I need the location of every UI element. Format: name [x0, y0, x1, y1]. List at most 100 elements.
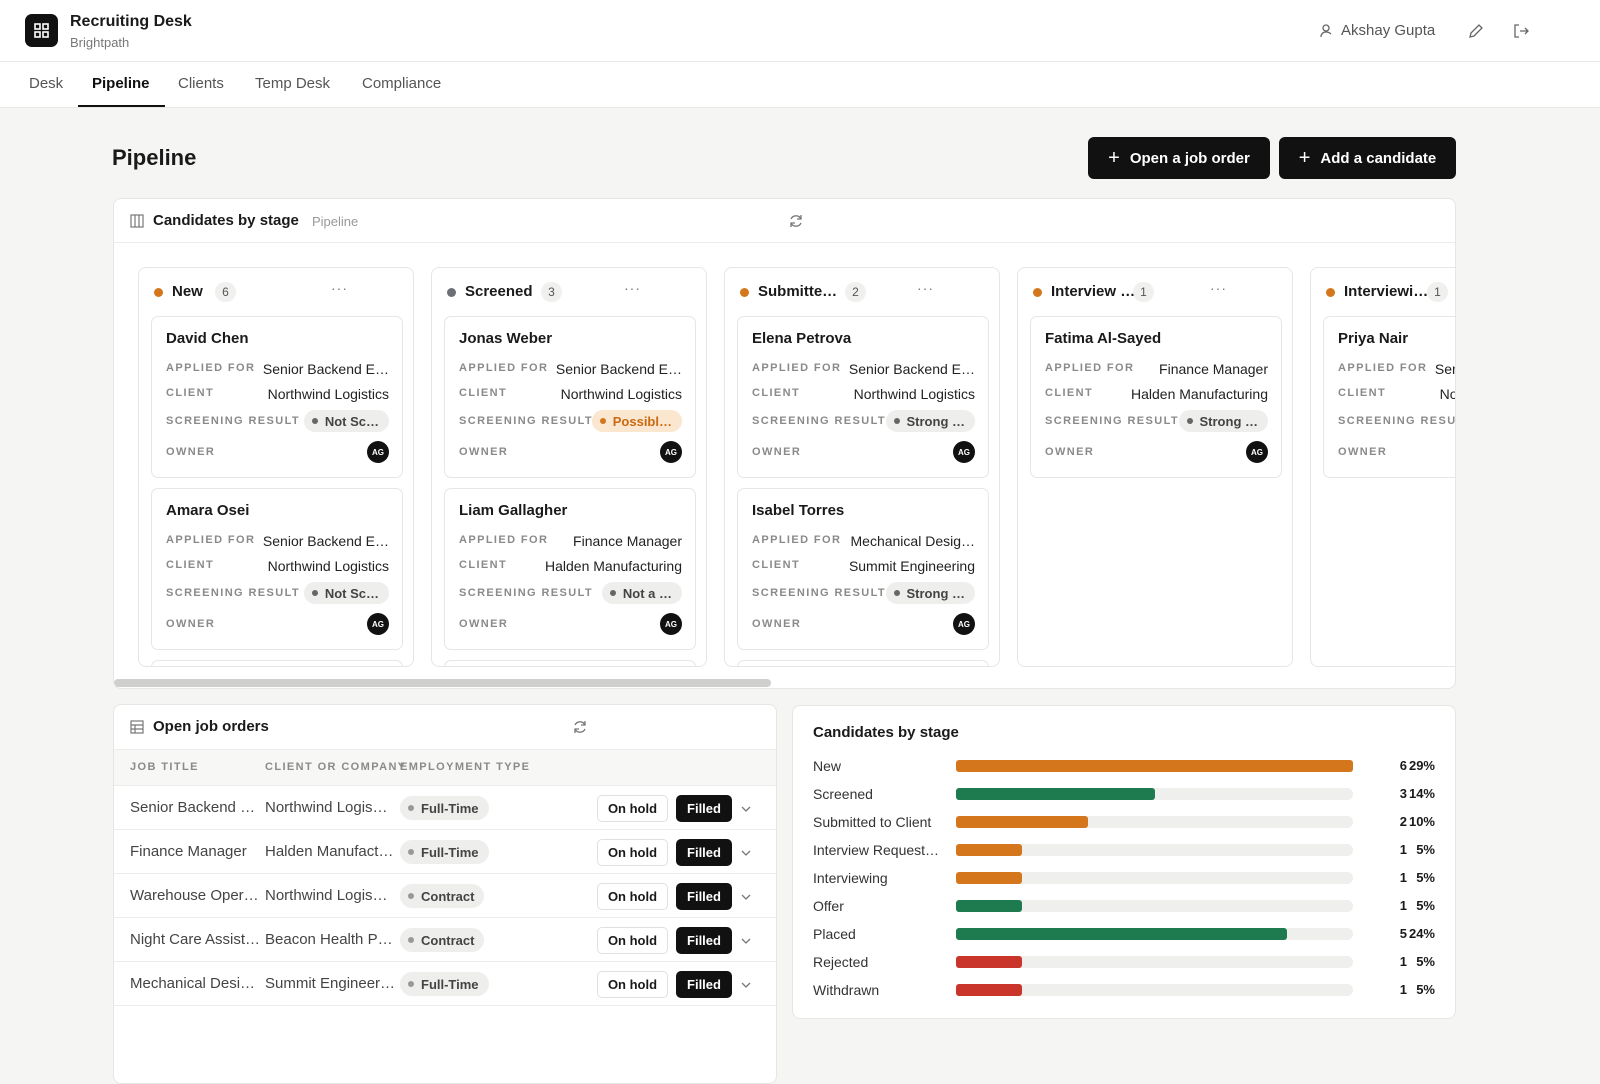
- candidate-name: Priya Nair: [1338, 330, 1409, 347]
- stage-label: Submitted to Client: [813, 814, 932, 830]
- filled-button[interactable]: Filled: [676, 795, 732, 822]
- candidate-card[interactable]: Priya Nair APPLIED FOR CLIENT SCREENING RES…: [1323, 316, 1456, 478]
- column-header: EMPLOYMENT TYPE: [400, 761, 531, 773]
- app-logo[interactable]: [25, 14, 58, 47]
- on-hold-button[interactable]: On hold: [597, 971, 668, 998]
- row-expand[interactable]: [740, 846, 752, 856]
- nav-tab[interactable]: Clients: [178, 75, 224, 92]
- count-label: 6: [1399, 758, 1407, 773]
- field-label: CLIENT: [752, 559, 801, 571]
- job-orders-title: Open job orders: [153, 718, 269, 735]
- count-label: 1: [1399, 898, 1407, 913]
- candidate-card[interactable]: Jonas Weber APPLIED FOR CLIENT SCREENING RE…: [444, 316, 696, 478]
- on-hold-button[interactable]: On hold: [597, 839, 668, 866]
- field-label: APPLIED FOR: [166, 534, 256, 546]
- candidate-card[interactable]: David Chen APPLIED FOR CLIENT SCREENING RES…: [151, 316, 403, 478]
- column-menu[interactable]: ···: [1210, 280, 1227, 296]
- candidate-card[interactable]: Fatima Al-Sayed APPLIED FOR CLIENT SCREENIN…: [1030, 316, 1282, 478]
- refresh-button[interactable]: [788, 213, 804, 229]
- filled-button[interactable]: Filled: [676, 927, 732, 954]
- row-expand[interactable]: [740, 934, 752, 944]
- top-bar: Recruiting Desk Brightpath Akshay Gupta: [0, 0, 1600, 62]
- applied-for: Senior Backend E…: [262, 361, 389, 377]
- on-hold-button[interactable]: On hold: [597, 927, 668, 954]
- client-name: Summit Engineer…: [265, 975, 396, 992]
- filled-button[interactable]: Filled: [676, 839, 732, 866]
- field-label: SCREENING RESULT: [1338, 415, 1456, 427]
- stage-column: Screened 3 ··· Jonas Weber APPLIED FOR CLIENT…: [431, 267, 707, 667]
- count-label: 3: [1399, 786, 1407, 801]
- stage-label: Placed: [813, 926, 856, 942]
- type-label: Full-Time: [421, 976, 479, 992]
- bar: [956, 900, 1023, 912]
- table-row[interactable]: [114, 918, 776, 962]
- screening-badge: Not Sc…: [303, 582, 389, 604]
- on-hold-button[interactable]: On hold: [597, 795, 668, 822]
- badge-dot: [599, 418, 606, 424]
- owner-avatar: AG: [660, 441, 682, 463]
- job-title: Mechanical Desi…: [130, 975, 256, 992]
- nav-tab[interactable]: Desk: [29, 75, 64, 92]
- stage-label: New: [813, 758, 842, 774]
- bar: [956, 760, 1353, 772]
- page-title: Pipeline: [112, 145, 197, 170]
- candidate-card[interactable]: Amara Osei APPLIED FOR CLIENT SCREENING RES…: [151, 488, 403, 650]
- board-title: Candidates by stage: [153, 212, 299, 229]
- count-label: 5: [1399, 926, 1407, 941]
- bar-track: [956, 872, 1353, 884]
- table-icon: [130, 720, 144, 734]
- candidate-card[interactable]: Isabel Torres APPLIED FOR CLIENT SCREENING …: [737, 488, 989, 650]
- candidate-name: Fatima Al-Sayed: [1045, 330, 1162, 347]
- employment-type: Full-Time: [400, 796, 489, 820]
- logout-button[interactable]: [1512, 22, 1530, 40]
- table-row[interactable]: [114, 830, 776, 874]
- candidate-name: Amara Osei: [166, 502, 250, 519]
- table-row[interactable]: [114, 786, 776, 830]
- filled-button[interactable]: Filled: [676, 971, 732, 998]
- row-expand[interactable]: [740, 890, 752, 900]
- screening-badge: Strong …: [1178, 410, 1268, 432]
- nav-tab[interactable]: Temp Desk: [255, 75, 331, 92]
- field-label: SCREENING RESULT: [459, 587, 594, 599]
- screening-result: Not a …: [622, 585, 672, 601]
- row-expand[interactable]: [740, 802, 752, 812]
- candidate-card[interactable]: Elena Petrova APPLIED FOR CLIENT SCREENING …: [737, 316, 989, 478]
- bar-track: [956, 844, 1353, 856]
- row-expand[interactable]: [740, 978, 752, 988]
- badge-dot: [893, 418, 900, 424]
- nav-tab[interactable]: Compliance: [362, 75, 442, 92]
- owner-avatar: AG: [660, 613, 682, 635]
- field-label: APPLIED FOR: [1045, 362, 1135, 374]
- chevron-icon: [741, 938, 751, 944]
- count-label: 1: [1399, 954, 1407, 969]
- scrollbar-thumb[interactable]: [114, 679, 771, 687]
- share-label: 29%: [1408, 758, 1435, 773]
- action-button[interactable]: + Add a candidate: [1279, 137, 1456, 179]
- table-row[interactable]: [114, 874, 776, 918]
- count-label: 1: [1399, 982, 1407, 997]
- field-label: SCREENING RESULT: [459, 415, 594, 427]
- applied-for: Senior Backend E…: [555, 361, 682, 377]
- edit-button[interactable]: [1467, 22, 1485, 40]
- job-title: Warehouse Oper…: [130, 887, 259, 904]
- employment-type: Contract: [400, 884, 485, 908]
- badge-dot: [311, 590, 318, 596]
- filled-button[interactable]: Filled: [676, 883, 732, 910]
- action-button[interactable]: + Open a job order: [1088, 137, 1270, 179]
- on-hold-button[interactable]: On hold: [597, 883, 668, 910]
- table-row[interactable]: [114, 962, 776, 1006]
- employment-type: Full-Time: [400, 840, 489, 864]
- nav-tab[interactable]: Pipeline: [92, 75, 150, 92]
- candidate-card[interactable]: Liam Gallagher APPLIED FOR CLIENT SCREENING…: [444, 488, 696, 650]
- column-menu[interactable]: ···: [624, 280, 641, 296]
- job-title: Finance Manager: [130, 843, 247, 860]
- column-menu[interactable]: ···: [331, 280, 348, 296]
- screening-badge: Not a …: [601, 582, 682, 604]
- user-name[interactable]: Akshay Gupta: [1341, 22, 1436, 39]
- active-tab-indicator: [78, 105, 165, 107]
- column-header: JOB TITLE: [130, 761, 199, 773]
- stage-dot: [154, 288, 163, 297]
- refresh-button[interactable]: [572, 719, 588, 735]
- column-menu[interactable]: ···: [917, 280, 934, 296]
- field-label: CLIENT: [459, 387, 508, 399]
